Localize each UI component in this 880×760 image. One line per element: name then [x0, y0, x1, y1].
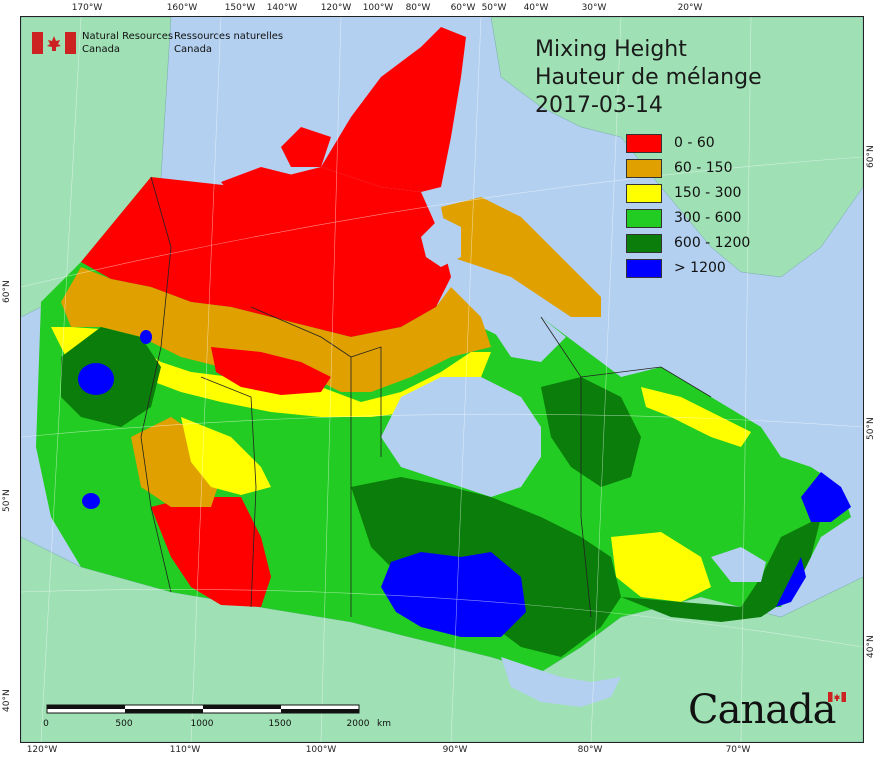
- map-graphic: [21, 17, 863, 742]
- region-gt1200-yukon: [140, 330, 152, 344]
- lon-tick-bottom: 110°W: [169, 745, 201, 755]
- hudson-bay: [381, 377, 541, 497]
- lon-tick-top: 50°W: [481, 3, 507, 13]
- region-0-60-bc: [151, 497, 271, 607]
- legend-swatch: [626, 159, 662, 178]
- lon-tick-top: 60°W: [450, 3, 476, 13]
- scale-label: 1500: [268, 719, 292, 729]
- region-60-150-baffin: [441, 197, 601, 317]
- region-gt1200-bc-south: [82, 493, 100, 509]
- scale-unit: km: [377, 719, 391, 729]
- map-title: Mixing Height Hauteur de mélange 2017-03…: [535, 36, 762, 120]
- gulf-st-lawrence: [711, 547, 766, 582]
- wordmark-flag-icon: [828, 692, 846, 702]
- legend-label: > 1200: [674, 260, 726, 276]
- legend-label: 0 - 60: [674, 135, 715, 151]
- region-0-60-islands: [321, 27, 466, 192]
- greenland-landmass: [490, 17, 863, 278]
- region-600-1200-east: [621, 517, 821, 622]
- scale-label: 2000: [346, 719, 370, 729]
- legend-swatch: [626, 184, 662, 203]
- agency-name-fr: Ressources naturelles Canada: [174, 31, 284, 55]
- region-0-60-islands-2: [281, 127, 331, 167]
- lon-tick-top: 150°W: [224, 3, 256, 13]
- lon-tick-top: 100°W: [362, 3, 394, 13]
- region-gt1200-ns: [776, 557, 806, 607]
- region-gt1200-bc: [78, 363, 114, 395]
- lon-tick-top: 160°W: [166, 3, 198, 13]
- title-fr: Hauteur de mélange: [535, 65, 762, 90]
- lon-tick-bottom: 90°W: [442, 745, 468, 755]
- agency-name-en: Natural Resources Canada: [82, 31, 174, 55]
- lat-tick-right: 40°N: [866, 635, 876, 658]
- legend-swatch: [626, 259, 662, 278]
- title-en: Mixing Height: [535, 37, 687, 62]
- legend-label: 150 - 300: [674, 185, 742, 201]
- region-60-150-band: [61, 267, 491, 392]
- lon-tick-bottom: 100°W: [305, 745, 337, 755]
- great-lakes: [501, 657, 621, 707]
- legend-label: 600 - 1200: [674, 235, 751, 251]
- lon-tick-bottom: 70°W: [725, 745, 751, 755]
- scale-label: 500: [115, 719, 133, 729]
- region-gt1200-ontario: [381, 552, 526, 637]
- legend-swatch: [626, 134, 662, 153]
- canada-wordmark: Canada: [688, 687, 837, 733]
- legend-label: 60 - 150: [674, 160, 733, 176]
- scale-label: 1000: [190, 719, 214, 729]
- lon-tick-bottom: 80°W: [577, 745, 603, 755]
- region-0-60-north: [81, 167, 451, 337]
- graticule-lines: [21, 17, 863, 742]
- region-gt1200-nfld: [801, 472, 851, 522]
- lat-tick-left: 60°N: [2, 280, 12, 303]
- lon-tick-top: 140°W: [266, 3, 298, 13]
- lon-tick-top: 40°W: [523, 3, 549, 13]
- lat-tick-right: 60°N: [866, 145, 876, 168]
- lon-tick-top: 120°W: [320, 3, 352, 13]
- region-600-1200-quebec: [541, 377, 641, 487]
- canada-flag-icon: [32, 32, 76, 54]
- region-0-60-islands-3: [221, 167, 301, 207]
- lat-tick-left: 40°N: [2, 689, 12, 712]
- lon-tick-top: 30°W: [581, 3, 607, 13]
- title-date: 2017-03-14: [535, 93, 663, 118]
- lon-tick-top: 80°W: [405, 3, 431, 13]
- scale-label: 0: [43, 719, 49, 729]
- lat-tick-right: 50°N: [866, 417, 876, 440]
- legend-swatch: [626, 234, 662, 253]
- map-frame: [20, 16, 864, 743]
- lon-tick-top: 20°W: [677, 3, 703, 13]
- region-150-300-quebec: [611, 532, 711, 602]
- scale-bar-graphic: [46, 704, 360, 714]
- region-0-60-keewatin: [211, 347, 331, 395]
- lon-tick-bottom: 120°W: [26, 745, 58, 755]
- region-150-300-labrador: [641, 387, 751, 447]
- foxe-basin: [421, 217, 461, 267]
- lat-tick-left: 50°N: [2, 489, 12, 512]
- legend-label: 300 - 600: [674, 210, 742, 226]
- hudson-strait: [491, 317, 566, 362]
- lon-tick-top: 170°W: [71, 3, 103, 13]
- province-borders: [140, 176, 712, 618]
- legend-swatch: [626, 209, 662, 228]
